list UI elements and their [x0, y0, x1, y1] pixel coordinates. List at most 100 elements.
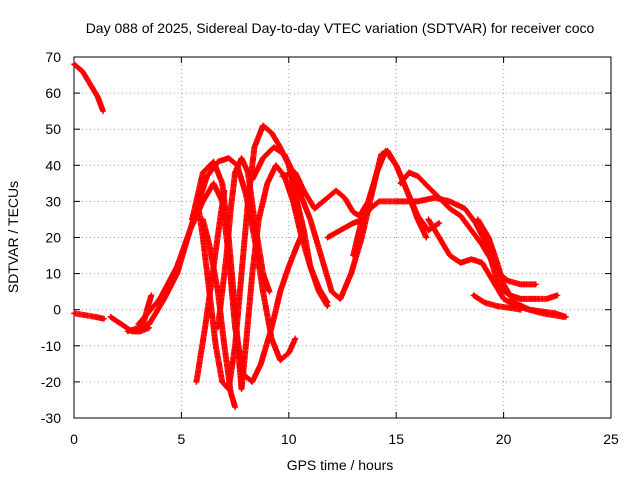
data-point	[108, 315, 113, 319]
data-point	[293, 336, 297, 341]
data-point	[220, 290, 224, 294]
data-point	[338, 297, 342, 301]
data-point	[480, 243, 484, 247]
data-point	[136, 322, 141, 326]
data-point	[280, 174, 284, 178]
data-point	[317, 286, 321, 290]
data-point	[330, 290, 334, 294]
data-point	[325, 300, 330, 305]
data-point	[308, 264, 312, 268]
data-point	[302, 228, 306, 232]
data-point	[325, 235, 330, 240]
data-point	[480, 261, 484, 265]
data-point	[486, 235, 491, 240]
series-pass-19	[470, 292, 524, 313]
data-point	[126, 329, 130, 333]
data-point	[233, 405, 237, 409]
data-point	[72, 62, 76, 66]
data-point	[351, 210, 355, 214]
data-point	[102, 317, 106, 321]
data-point	[175, 264, 179, 268]
data-point	[250, 380, 254, 384]
data-point	[426, 185, 431, 189]
data-point	[272, 145, 276, 149]
y-tick-label: 60	[45, 85, 61, 101]
data-point	[287, 351, 291, 355]
data-point	[519, 282, 523, 287]
data-point	[278, 358, 282, 362]
data-point	[300, 196, 304, 200]
data-point	[250, 178, 254, 182]
data-point	[334, 188, 338, 193]
data-point	[394, 163, 398, 167]
data-point	[407, 170, 411, 175]
y-tick-label: 30	[45, 193, 61, 209]
y-tick-label: 50	[45, 121, 61, 137]
data-point	[224, 253, 229, 258]
data-point	[383, 149, 388, 153]
data-point	[216, 160, 220, 164]
data-point	[398, 181, 403, 185]
data-point	[250, 272, 254, 276]
data-point	[72, 311, 76, 315]
data-point	[196, 207, 201, 211]
series-pass-01	[71, 61, 106, 115]
data-point	[205, 174, 209, 178]
data-point	[138, 329, 143, 333]
data-point	[229, 391, 233, 395]
data-point	[491, 279, 495, 283]
data-point	[506, 279, 510, 283]
data-point	[534, 282, 538, 287]
data-point	[282, 152, 287, 157]
data-point	[212, 181, 216, 185]
data-point	[270, 326, 274, 330]
data-point	[553, 311, 557, 315]
data-point	[201, 170, 205, 175]
data-point	[405, 188, 409, 193]
data-point	[495, 261, 499, 265]
y-tick-label: -20	[41, 374, 61, 390]
y-tick-label: -10	[41, 338, 61, 354]
data-point	[325, 196, 330, 200]
data-point	[308, 217, 312, 222]
data-point	[147, 322, 151, 326]
data-point	[495, 304, 499, 308]
data-point	[89, 84, 93, 88]
data-point	[375, 170, 379, 175]
data-point	[201, 217, 205, 222]
data-point	[426, 228, 431, 232]
y-tick-label: 0	[53, 302, 61, 318]
data-point	[416, 199, 420, 203]
data-point	[519, 297, 523, 301]
data-point	[83, 313, 87, 317]
data-point	[201, 199, 205, 203]
y-tick-label: -30	[41, 410, 61, 426]
data-point	[437, 196, 441, 200]
data-point	[244, 344, 248, 348]
data-point	[489, 257, 493, 261]
data-point	[96, 95, 100, 99]
series-pass-10	[214, 155, 273, 331]
data-point	[252, 217, 257, 222]
series-pass-14	[324, 216, 367, 241]
data-point	[237, 362, 241, 366]
data-point	[519, 308, 523, 312]
data-point	[459, 214, 463, 218]
y-tick-label: 40	[45, 157, 61, 173]
data-point	[351, 253, 355, 258]
data-point	[482, 300, 486, 305]
data-point	[222, 344, 226, 348]
data-point	[351, 221, 355, 225]
data-point	[252, 145, 257, 149]
data-point	[216, 326, 220, 330]
data-point	[476, 217, 480, 222]
grid	[74, 57, 611, 418]
data-point	[312, 207, 317, 211]
data-point	[508, 306, 512, 310]
data-point	[293, 170, 297, 175]
data-point	[534, 297, 538, 301]
data-point	[540, 309, 544, 314]
x-tick-label: 10	[281, 431, 297, 447]
